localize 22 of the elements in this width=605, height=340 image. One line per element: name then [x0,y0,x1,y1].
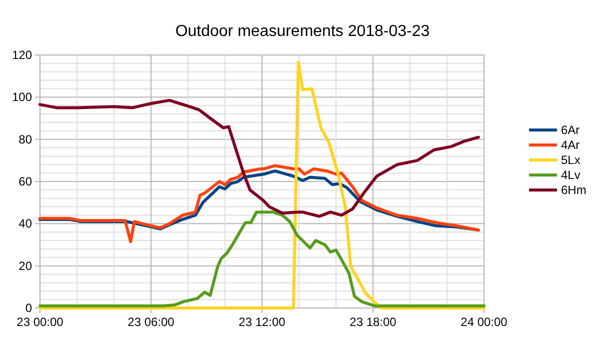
line-series [38,98,480,218]
x-tick-label: 23 18:00 [350,315,397,329]
y-tick-label: 80 [18,132,32,146]
x-tick-label: 23 00:00 [16,315,64,329]
y-tick-label: 0 [25,301,32,315]
y-tick-label: 120 [12,48,32,62]
x-tick-label: 23 12:00 [238,315,286,329]
legend-label: 5Lx [561,153,580,167]
legend-label: 4Lv [561,168,580,182]
y-tick-label: 60 [18,174,32,188]
x-tick-label: 24 00:00 [460,315,508,329]
line-series [38,164,480,244]
line-series [38,60,486,310]
y-tick-label: 20 [18,258,32,273]
y-tick-label: 40 [18,216,32,231]
line-series [38,210,486,308]
y-tick-label: 100 [12,90,32,104]
chart-title: Outdoor measurements 2018-03-23 [175,23,430,40]
legend-label: 4Ar [561,138,580,152]
legend-label: 6Ar [561,123,580,137]
x-tick-label: 23 06:00 [128,315,175,329]
legend-label: 6Hm [561,183,586,197]
